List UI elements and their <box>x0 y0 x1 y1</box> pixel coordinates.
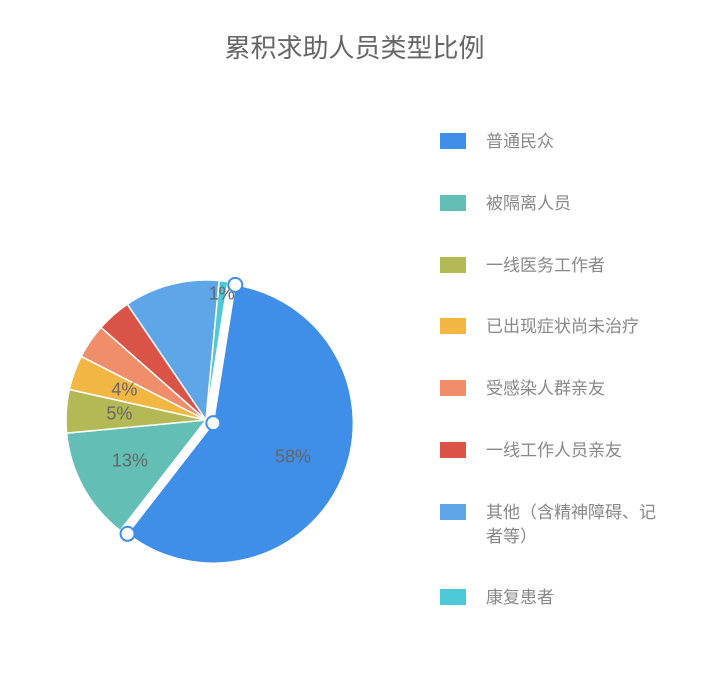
legend-label: 康复患者 <box>486 586 554 610</box>
legend-item: 一线医务工作者 <box>440 254 690 278</box>
pie-slice-label: 5% <box>106 403 132 423</box>
legend: 普通民众被隔离人员一线医务工作者已出现症状尚未治疗受感染人群亲友一线工作人员亲友… <box>440 130 690 648</box>
pie-marker <box>206 416 220 430</box>
legend-item: 康复患者 <box>440 586 690 610</box>
legend-label: 一线工作人员亲友 <box>486 439 622 463</box>
chart-container: 累积求助人员类型比例 58%13%5%4%1% 普通民众被隔离人员一线医务工作者… <box>0 0 709 699</box>
pie-slice-label: 4% <box>111 379 137 399</box>
legend-label: 已出现症状尚未治疗 <box>486 315 639 339</box>
legend-label: 一线医务工作者 <box>486 254 605 278</box>
pie-chart-area: 58%13%5%4%1% <box>0 120 400 620</box>
legend-item: 已出现症状尚未治疗 <box>440 315 690 339</box>
legend-swatch <box>440 195 466 211</box>
legend-label: 普通民众 <box>486 130 554 154</box>
legend-item: 其他（含精神障碍、记者等） <box>440 501 690 549</box>
legend-swatch <box>440 257 466 273</box>
legend-swatch <box>440 380 466 396</box>
legend-swatch <box>440 589 466 605</box>
chart-title: 累积求助人员类型比例 <box>0 0 709 65</box>
legend-swatch <box>440 318 466 334</box>
legend-label: 受感染人群亲友 <box>486 377 605 401</box>
legend-label: 被隔离人员 <box>486 192 571 216</box>
legend-swatch <box>440 442 466 458</box>
legend-swatch <box>440 133 466 149</box>
pie-slice-label: 58% <box>275 446 311 466</box>
legend-label: 其他（含精神障碍、记者等） <box>486 501 666 549</box>
pie-marker <box>228 278 242 292</box>
pie-marker <box>121 527 135 541</box>
pie-slice-label: 13% <box>112 451 148 471</box>
legend-item: 受感染人群亲友 <box>440 377 690 401</box>
pie-chart-svg: 58%13%5%4%1% <box>0 120 400 680</box>
legend-item: 一线工作人员亲友 <box>440 439 690 463</box>
legend-item: 普通民众 <box>440 130 690 154</box>
legend-item: 被隔离人员 <box>440 192 690 216</box>
legend-swatch <box>440 504 466 520</box>
